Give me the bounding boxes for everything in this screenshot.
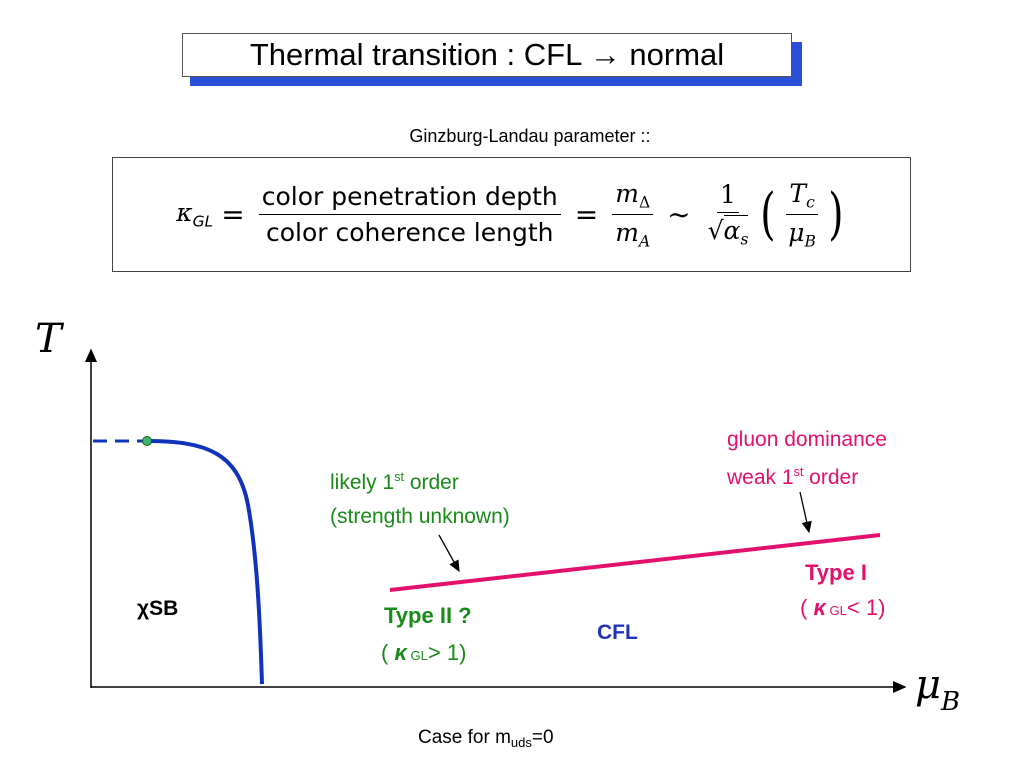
type-one-label: Type I <box>805 560 867 585</box>
chiral-region-label: χSB <box>137 597 179 620</box>
right-paren: ) <box>828 181 844 247</box>
kappa-symbol: κGL <box>176 198 214 231</box>
cfl-region-label: CFL <box>597 621 638 644</box>
penetration-depth-text: color penetration depth <box>258 182 561 215</box>
mass-ratio-fraction: mΔ mA <box>612 179 654 250</box>
mass-case-footnote: Case for muds=0 <box>418 727 554 750</box>
cfl-transition-line <box>389 533 881 592</box>
type-one-condition: ( κ GL< 1) <box>800 595 886 620</box>
formula-box: κGL = color penetration depth color cohe… <box>112 157 911 272</box>
critical-point <box>142 436 152 446</box>
equals-sign: = <box>221 198 245 231</box>
length-ratio-fraction: color penetration depth color coherence … <box>258 182 561 247</box>
title-box: Thermal transition : CFL → normal <box>182 33 792 77</box>
coupling-fraction: 1 √αs <box>707 180 749 249</box>
chiral-boundary-curve <box>146 439 264 685</box>
green-pointer-arrow <box>438 534 460 573</box>
slide-title: Thermal transition : CFL → normal <box>249 37 725 72</box>
coherence-length-text: color coherence length <box>266 218 554 247</box>
type-two-condition: ( κ GL> 1) <box>381 640 467 665</box>
pink-pointer-arrow <box>799 491 812 534</box>
left-paren: ( <box>760 181 776 247</box>
first-order-note: likely 1st order (strength unknown) <box>330 470 510 528</box>
gl-parameter-caption: Ginzburg-Landau parameter :: <box>409 126 651 146</box>
gluon-dominance-note: gluon dominance weak 1st order <box>727 428 887 489</box>
temperature-ratio-fraction: Tc μB <box>786 178 818 251</box>
type-two-label: Type II ? <box>384 603 472 628</box>
x-axis-label: μB <box>915 662 961 717</box>
y-axis-label: T <box>35 316 62 362</box>
sim-sign: ∼ <box>667 198 691 231</box>
kappa-formula: κGL = color penetration depth color cohe… <box>113 158 910 271</box>
equals-sign-2: = <box>574 198 599 231</box>
